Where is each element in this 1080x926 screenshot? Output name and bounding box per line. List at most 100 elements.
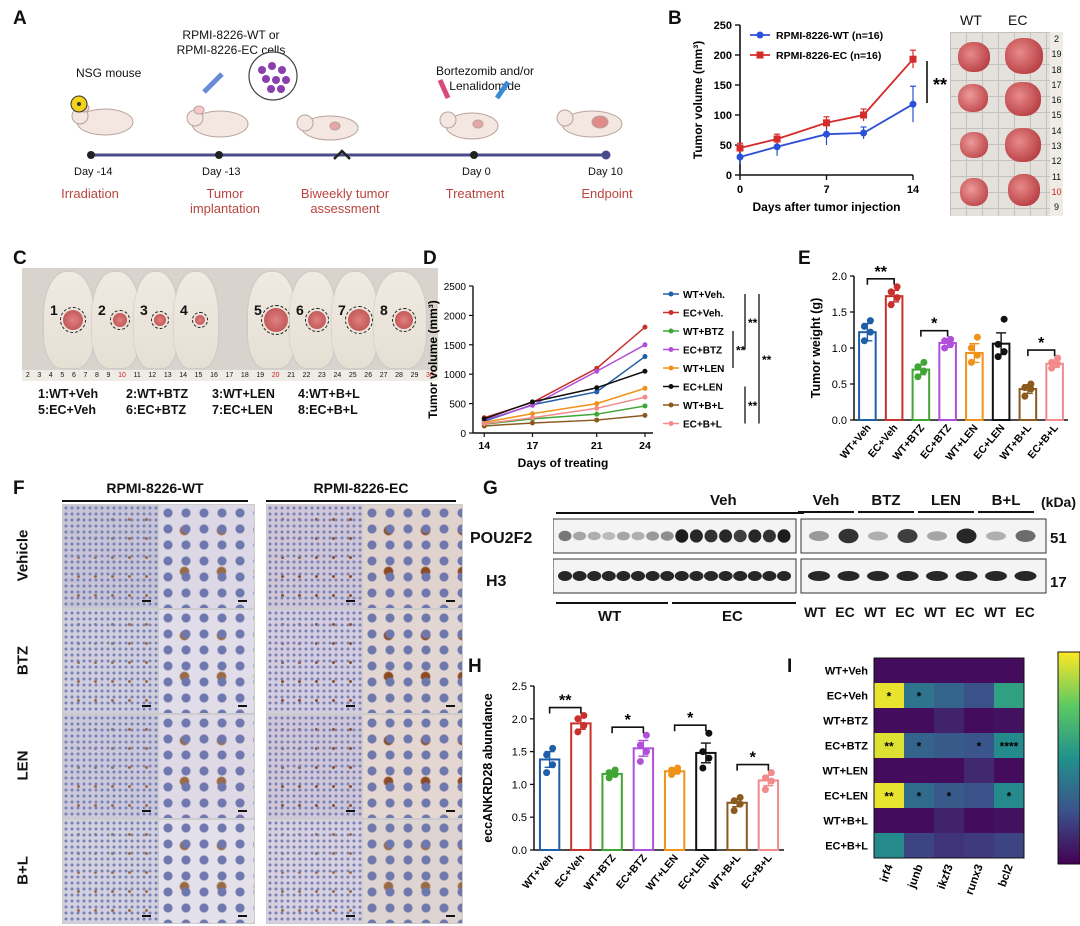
data-point xyxy=(730,807,738,815)
blot-header: BTZ xyxy=(858,492,914,513)
lane-label: EC xyxy=(835,604,855,620)
ruler-mark: 27 xyxy=(379,372,388,379)
data-point xyxy=(642,394,648,400)
data-point xyxy=(1000,315,1008,323)
data-point xyxy=(1048,364,1056,372)
y-tick-label: 50 xyxy=(720,140,732,152)
column-underline xyxy=(62,500,248,502)
heatmap-cell xyxy=(994,733,1024,758)
ruler-mark: 6 xyxy=(71,372,76,379)
x-tick-label: WT+B+L xyxy=(707,852,744,893)
lane-label: WT xyxy=(924,604,946,620)
blot-band xyxy=(587,571,602,581)
mouse-number: 1 xyxy=(50,302,58,318)
ruler-mark: 19 xyxy=(256,372,265,379)
legend-label: WT+BTZ xyxy=(683,327,724,338)
data-point xyxy=(866,317,874,325)
significance-label: * xyxy=(687,710,694,727)
blot-band xyxy=(926,571,948,581)
colorbar xyxy=(1057,651,1080,865)
ihc-image xyxy=(266,609,363,714)
timeline-event: Treatment xyxy=(445,186,505,201)
blot-band xyxy=(660,571,675,581)
heatmap-cell xyxy=(964,833,994,858)
data-point xyxy=(1054,354,1062,362)
blot-band xyxy=(645,571,660,581)
legend-marker xyxy=(668,402,674,408)
heatmap-cell xyxy=(934,783,964,808)
data-point xyxy=(699,748,707,756)
blot-band xyxy=(762,529,776,543)
data-point xyxy=(699,764,707,772)
lane-label: EC xyxy=(895,604,915,620)
panel-label-d: D xyxy=(423,248,437,269)
data-point xyxy=(574,715,582,723)
data-point xyxy=(1054,360,1062,368)
ruler-mark: 16 xyxy=(210,372,218,379)
heatmap-cell xyxy=(904,758,934,783)
ruler-mark: 2 xyxy=(1053,34,1059,44)
data-point xyxy=(860,129,868,137)
y-tick-label: 2.5 xyxy=(512,681,527,693)
tumor-site xyxy=(345,306,373,334)
legend-label: RPMI-8226-WT (n=16) xyxy=(776,30,883,42)
x-tick-label: 7 xyxy=(823,184,829,196)
ihc-image xyxy=(62,609,159,714)
legend-marker xyxy=(668,347,674,352)
legend-label: EC+BTZ xyxy=(683,346,722,357)
data-point xyxy=(481,416,487,422)
blot-band xyxy=(1015,530,1036,542)
blot-band xyxy=(777,571,791,581)
data-point xyxy=(914,373,922,381)
data-point xyxy=(529,420,535,426)
timeline-day: Day -14 xyxy=(74,166,113,178)
data-point xyxy=(705,729,713,737)
tumor-site xyxy=(151,311,169,329)
significance-label: ** xyxy=(736,344,746,358)
panel-label-e: E xyxy=(798,248,811,269)
blot-band xyxy=(733,571,748,581)
ihc-row-labels: Vehicle BTZ LEN B+L xyxy=(0,504,60,922)
y-tick-label: 0.5 xyxy=(512,812,527,824)
group-line xyxy=(556,602,668,604)
heatmap-cell xyxy=(934,683,964,708)
blot-band xyxy=(689,529,703,543)
blot-band xyxy=(777,529,791,543)
legend-label: WT+Veh. xyxy=(683,290,725,301)
significance-label: * xyxy=(887,690,892,704)
data-point xyxy=(1048,358,1056,366)
data-point xyxy=(887,288,895,296)
syringe-icon xyxy=(202,72,511,100)
ihc-image xyxy=(62,504,159,609)
mouse-body: 6 xyxy=(290,272,336,368)
ihc-image xyxy=(62,714,159,819)
y-tick-label: 2500 xyxy=(444,282,467,293)
data-point xyxy=(642,385,648,391)
photo-grid xyxy=(950,32,1050,216)
column-header: RPMI-8226-EC xyxy=(313,480,409,496)
mouse-body: 4 xyxy=(174,272,218,368)
blot-band xyxy=(1014,571,1037,581)
x-tick-label: 0 xyxy=(737,184,743,196)
data-point xyxy=(994,340,1002,348)
legend-item: 1:WT+Veh xyxy=(38,387,99,401)
heatmap-cell xyxy=(904,733,934,758)
blot-header: LEN xyxy=(918,492,974,513)
heatmap-cell xyxy=(964,683,994,708)
bar xyxy=(663,770,686,851)
tumor-site xyxy=(261,305,291,335)
ruler-mark: 30 xyxy=(425,372,434,379)
ruler-mark: 15 xyxy=(1051,110,1062,121)
ruler-mark: 8 xyxy=(95,372,99,379)
mouse-body: 1 xyxy=(44,272,94,368)
nsg-label: NSG mouse xyxy=(76,66,142,80)
row-label: Vehicle xyxy=(14,529,32,581)
heatmap-cell xyxy=(874,758,904,783)
ruler-mark: 28 xyxy=(395,372,403,379)
timeline-day: Day 0 xyxy=(462,166,491,178)
x-axis-label: Days after tumor injection xyxy=(752,200,900,214)
data-point xyxy=(761,774,769,782)
heatmap-cell xyxy=(964,658,994,683)
data-point xyxy=(1027,385,1035,393)
blot-header-line xyxy=(556,512,796,514)
